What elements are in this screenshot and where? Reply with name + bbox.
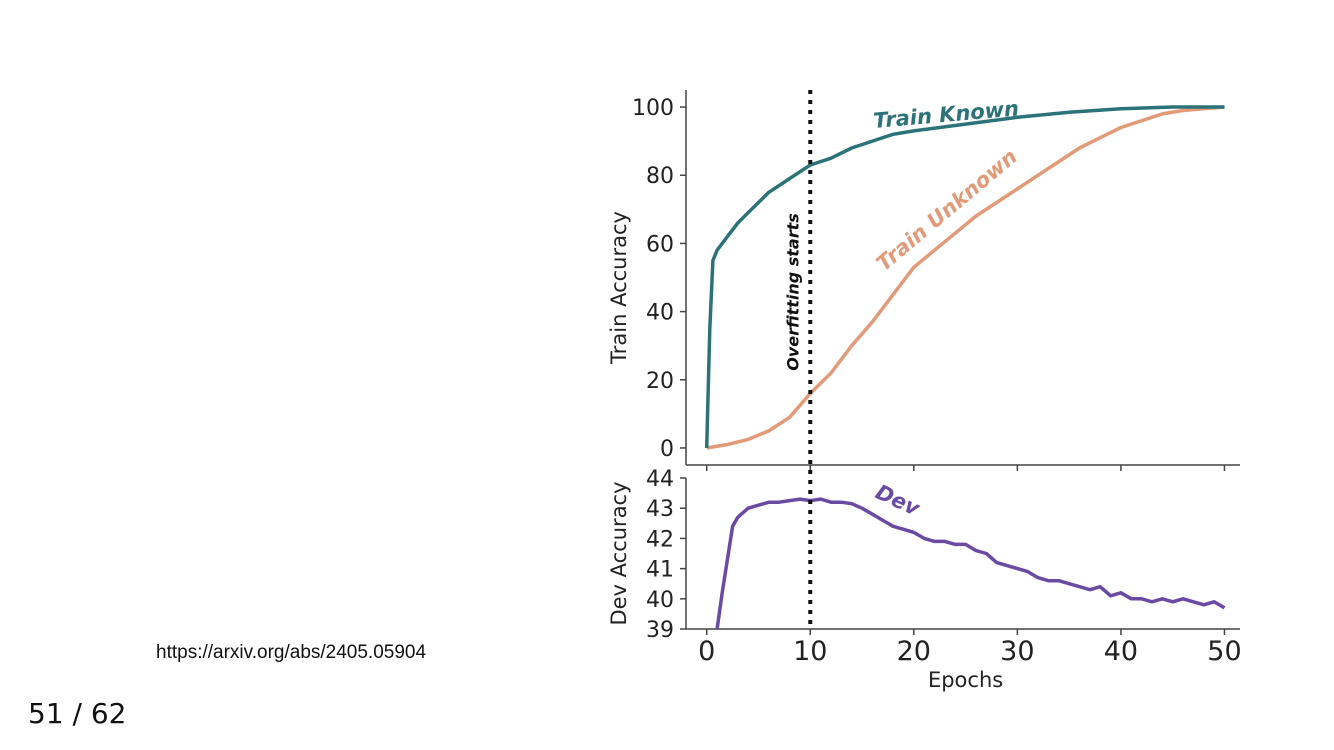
bottom-y-tick-label: 39 (646, 618, 674, 643)
top-y-axis-label: Train Accuracy (607, 211, 631, 365)
train-known-line (704, 105, 1225, 449)
top-y-tick-label: 60 (646, 232, 674, 257)
x-tick-label: 30 (1000, 636, 1034, 667)
x-tick-label: 50 (1207, 636, 1241, 667)
x-tick-label: 0 (698, 636, 715, 667)
x-tick-label: 20 (897, 636, 931, 667)
train-unknown-line (706, 105, 1225, 450)
bottom-y-tick-label: 44 (646, 467, 674, 492)
bottom-y-tick-label: 41 (646, 558, 674, 583)
top-y-tick-label: 20 (646, 369, 674, 394)
bottom-y-tick-label: 42 (646, 527, 674, 552)
top-y-tick-label: 100 (632, 96, 674, 121)
x-tick-label: 10 (793, 636, 827, 667)
dev-label: Dev (872, 480, 924, 521)
top-y-tick-label: 80 (646, 164, 674, 189)
bottom-y-axis-label: Dev Accuracy (607, 481, 631, 625)
train-unknown-label: Train Unknown (872, 145, 1022, 276)
source-link[interactable]: https://arxiv.org/abs/2405.05904 (156, 642, 427, 663)
overfitting-label: Overfitting starts (783, 213, 802, 371)
top-y-tick-label: 40 (646, 301, 674, 326)
bottom-y-tick-label: 40 (646, 588, 674, 613)
x-tick-label: 40 (1104, 636, 1138, 667)
x-axis-label: Epochs (928, 668, 1003, 692)
dev-line (715, 497, 1226, 630)
page-number: 51 / 62 (28, 697, 127, 730)
bottom-y-tick-label: 43 (646, 497, 674, 522)
top-y-tick-label: 0 (660, 437, 674, 462)
